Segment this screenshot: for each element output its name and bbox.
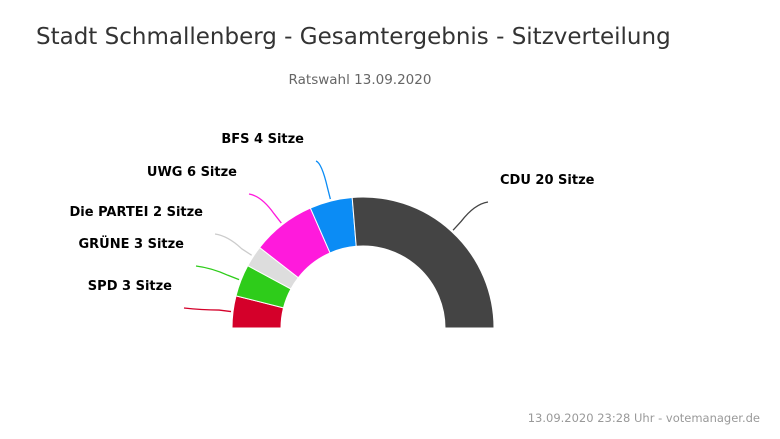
chart-subtitle: Ratswahl 13.09.2020 bbox=[288, 72, 432, 88]
connector-uwg bbox=[248, 193, 282, 224]
data-label-gr-ne: GRÜNE 3 Sitze bbox=[78, 236, 184, 252]
data-label-die-partei: Die PARTEI 2 Sitze bbox=[69, 205, 203, 220]
data-label-spd: SPD 3 Sitze bbox=[88, 279, 172, 294]
connector-bfs bbox=[315, 160, 331, 200]
connector-spd bbox=[183, 307, 232, 313]
data-label-bfs: BFS 4 Sitze bbox=[221, 132, 304, 147]
data-label-cdu: CDU 20 Sitze bbox=[500, 173, 595, 188]
chart-title: Stadt Schmallenberg - Gesamtergebnis - S… bbox=[36, 24, 671, 50]
connector-cdu bbox=[452, 201, 489, 231]
slice-cdu[interactable] bbox=[351, 196, 495, 329]
credit-text: 13.09.2020 23:28 Uhr - votemanager.de bbox=[527, 411, 760, 425]
data-label-uwg: UWG 6 Sitze bbox=[147, 165, 237, 180]
connector-die-partei bbox=[214, 233, 253, 256]
connector-gr-ne bbox=[195, 265, 240, 281]
